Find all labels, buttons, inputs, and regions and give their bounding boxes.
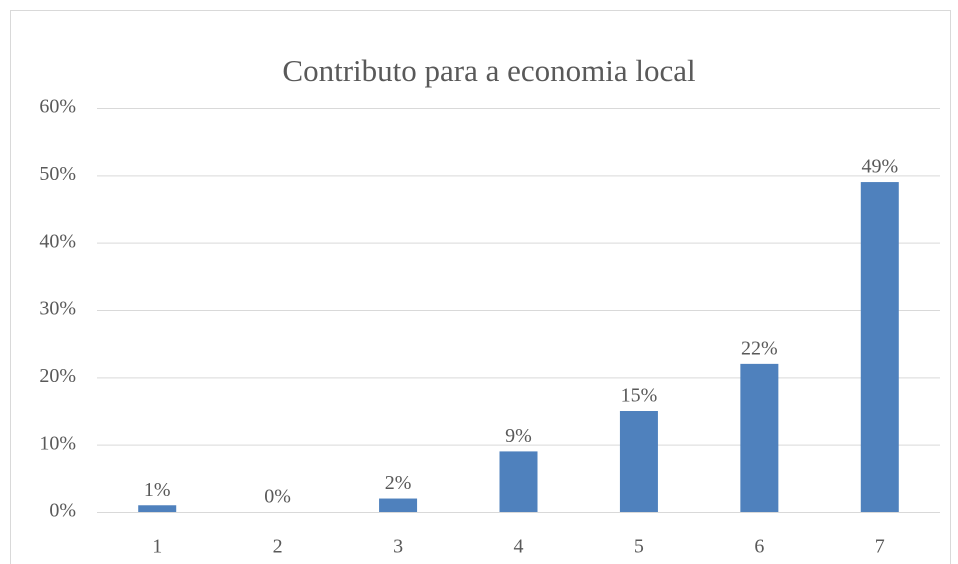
x-tick-label: 6 [754, 536, 764, 558]
data-label: 2% [385, 472, 412, 494]
y-tick-label: 20% [39, 365, 76, 387]
chart-title: Contributo para a economia local [282, 53, 695, 88]
bar [138, 505, 177, 512]
y-tick-label: 40% [39, 230, 76, 252]
x-tick-label: 5 [634, 536, 644, 558]
data-label: 22% [741, 337, 778, 359]
data-label: 15% [621, 385, 658, 407]
bar [499, 451, 538, 512]
y-tick-label: 10% [39, 432, 76, 454]
data-label: 1% [144, 479, 171, 501]
chart-border [10, 10, 951, 564]
data-label: 0% [264, 486, 291, 508]
data-label: 9% [505, 425, 532, 447]
bar [379, 498, 418, 512]
x-tick-label: 2 [273, 536, 283, 558]
data-label: 49% [861, 156, 898, 178]
bar [619, 411, 658, 512]
x-tick-label: 4 [514, 536, 524, 558]
x-tick-label: 7 [875, 536, 885, 558]
bar [740, 363, 779, 512]
y-tick-label: 50% [39, 163, 76, 185]
x-tick-label: 1 [152, 536, 162, 558]
y-tick-label: 0% [49, 500, 76, 522]
y-tick-label: 60% [39, 96, 76, 118]
x-tick-label: 3 [393, 536, 403, 558]
bar [860, 182, 899, 513]
y-tick-label: 30% [39, 298, 76, 320]
